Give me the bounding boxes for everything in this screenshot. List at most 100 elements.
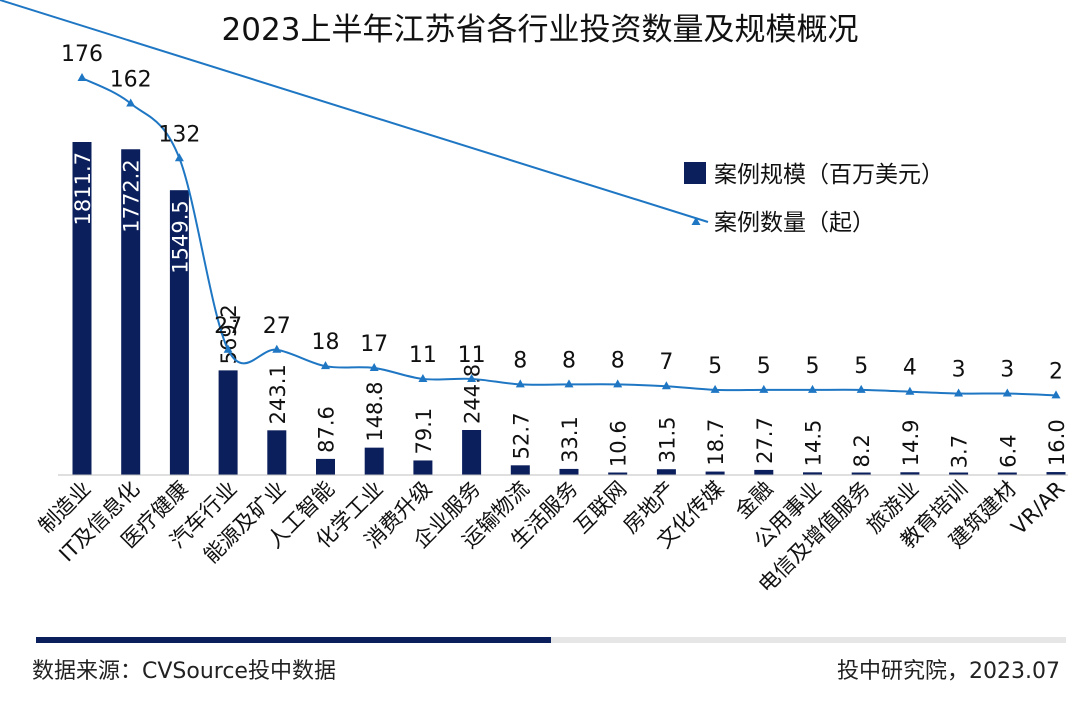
bar-17 [900, 472, 920, 475]
bar-label-10: 33.1 [558, 416, 582, 463]
count-marker-4 [272, 344, 282, 353]
count-label-15: 5 [806, 354, 820, 379]
legend-line-swatch [0, 0, 709, 223]
legend-bar-label: 案例规模（百万美元） [714, 162, 944, 188]
count-marker-1 [126, 98, 136, 107]
bars-layer [72, 142, 1066, 476]
count-label-6: 17 [360, 332, 388, 357]
count-label-0: 176 [61, 42, 103, 67]
bar-label-9: 52.7 [509, 413, 533, 460]
bar-label-16: 8.2 [850, 434, 874, 467]
count-marker-17 [905, 386, 915, 395]
count-label-3: 27 [214, 314, 242, 339]
bar-label-0: 1811.7 [71, 152, 95, 225]
bar-label-1: 1772.2 [120, 159, 144, 232]
bar-label-15: 14.5 [802, 420, 826, 467]
count-marker-7 [418, 373, 428, 382]
bar-19 [997, 472, 1017, 475]
count-marker-6 [369, 362, 379, 371]
progress-bar [36, 637, 1066, 643]
bar-label-11: 10.6 [607, 420, 631, 467]
count-line [81, 77, 1057, 397]
count-label-20: 2 [1049, 359, 1063, 384]
count-marker-14 [759, 384, 769, 393]
bar-label-17: 14.9 [899, 419, 923, 466]
bar-label-5: 87.6 [315, 406, 339, 453]
count-marker-9 [515, 379, 525, 388]
count-label-19: 3 [1000, 358, 1014, 383]
bar-label-7: 79.1 [412, 408, 436, 455]
bar-6 [364, 447, 384, 475]
bar-16 [851, 472, 871, 475]
count-label-11: 8 [611, 348, 625, 373]
count-label-16: 5 [854, 354, 868, 379]
x-axis: 制造业IT及信息化医疗健康汽车行业能源及矿业人工智能化学工业消费升级企业服务运输… [34, 474, 1070, 597]
count-marker-3 [223, 344, 233, 353]
bar-5 [316, 458, 335, 475]
count-label-10: 8 [562, 348, 576, 373]
progress-bar-fill [36, 637, 551, 643]
count-label-5: 18 [312, 330, 340, 355]
legend-line-marker [691, 217, 701, 225]
bar-9 [510, 465, 530, 475]
count-label-8: 11 [458, 343, 486, 368]
bar-10 [559, 468, 579, 475]
legend-line-label: 案例数量（起） [714, 210, 875, 236]
count-label-9: 8 [513, 348, 527, 373]
footer-org: 投中研究院，2023.07 [837, 659, 1060, 684]
count-marker-18 [954, 388, 964, 397]
bar-14 [754, 469, 774, 475]
bar-18 [949, 472, 969, 475]
line-layer: 176 162 132 27 27 18 17 11 11 8 8 8 7 5 5 5 5 4 3 3 2 [61, 42, 1063, 399]
bar-8 [462, 430, 482, 475]
chart-title: 2023上半年江苏省各行业投资数量及规模概况 [221, 12, 859, 48]
bar-label-4: 243.1 [266, 364, 290, 424]
bar-11 [608, 472, 628, 475]
count-marker-5 [321, 361, 330, 370]
bar-label-14: 27.7 [753, 417, 777, 464]
count-label-2: 132 [158, 122, 200, 147]
bar-label-6: 148.8 [363, 382, 387, 442]
count-label-4: 27 [263, 314, 291, 339]
bar-7 [413, 460, 433, 475]
count-label-12: 7 [659, 350, 673, 375]
bar-label-19: 6.4 [996, 434, 1020, 467]
bar-label-18: 3.7 [948, 435, 972, 468]
bar-20 [1046, 472, 1066, 475]
count-marker-19 [1002, 388, 1012, 397]
count-marker-13 [710, 384, 720, 393]
bar-15 [803, 472, 822, 475]
bar-label-13: 18.7 [704, 419, 728, 466]
bar-label-20: 16.0 [1045, 419, 1069, 466]
count-marker-8 [467, 373, 477, 382]
bar-label-2: 1549.5 [168, 200, 192, 273]
count-marker-15 [808, 384, 817, 393]
count-label-17: 4 [903, 356, 917, 381]
count-marker-2 [174, 153, 184, 162]
bar-1 [121, 149, 141, 475]
count-label-13: 5 [708, 354, 722, 379]
count-label-1: 162 [110, 68, 152, 93]
bar-12 [656, 469, 676, 475]
count-marker-16 [856, 384, 866, 393]
footer-source: 数据来源：CVSource投中数据 [32, 659, 336, 684]
count-marker-0 [77, 73, 87, 81]
bar-3 [218, 370, 238, 475]
legend-bar-swatch [684, 162, 706, 184]
count-marker-10 [564, 379, 574, 388]
count-label-18: 3 [952, 358, 966, 383]
bar-label-8: 244.8 [461, 364, 485, 424]
legend: 案例规模（百万美元） 案例数量（起） [0, 0, 944, 236]
x-tick-label-11: 互联网 [570, 477, 632, 539]
bar-4 [267, 430, 287, 475]
count-marker-12 [661, 381, 671, 390]
count-label-14: 5 [757, 354, 771, 379]
count-marker-11 [613, 379, 623, 388]
count-label-7: 11 [409, 343, 437, 368]
bar-0 [72, 142, 92, 475]
x-tick-label-20: VR/AR [1007, 477, 1070, 540]
count-marker-20 [1051, 390, 1061, 399]
bar-13 [705, 471, 725, 475]
